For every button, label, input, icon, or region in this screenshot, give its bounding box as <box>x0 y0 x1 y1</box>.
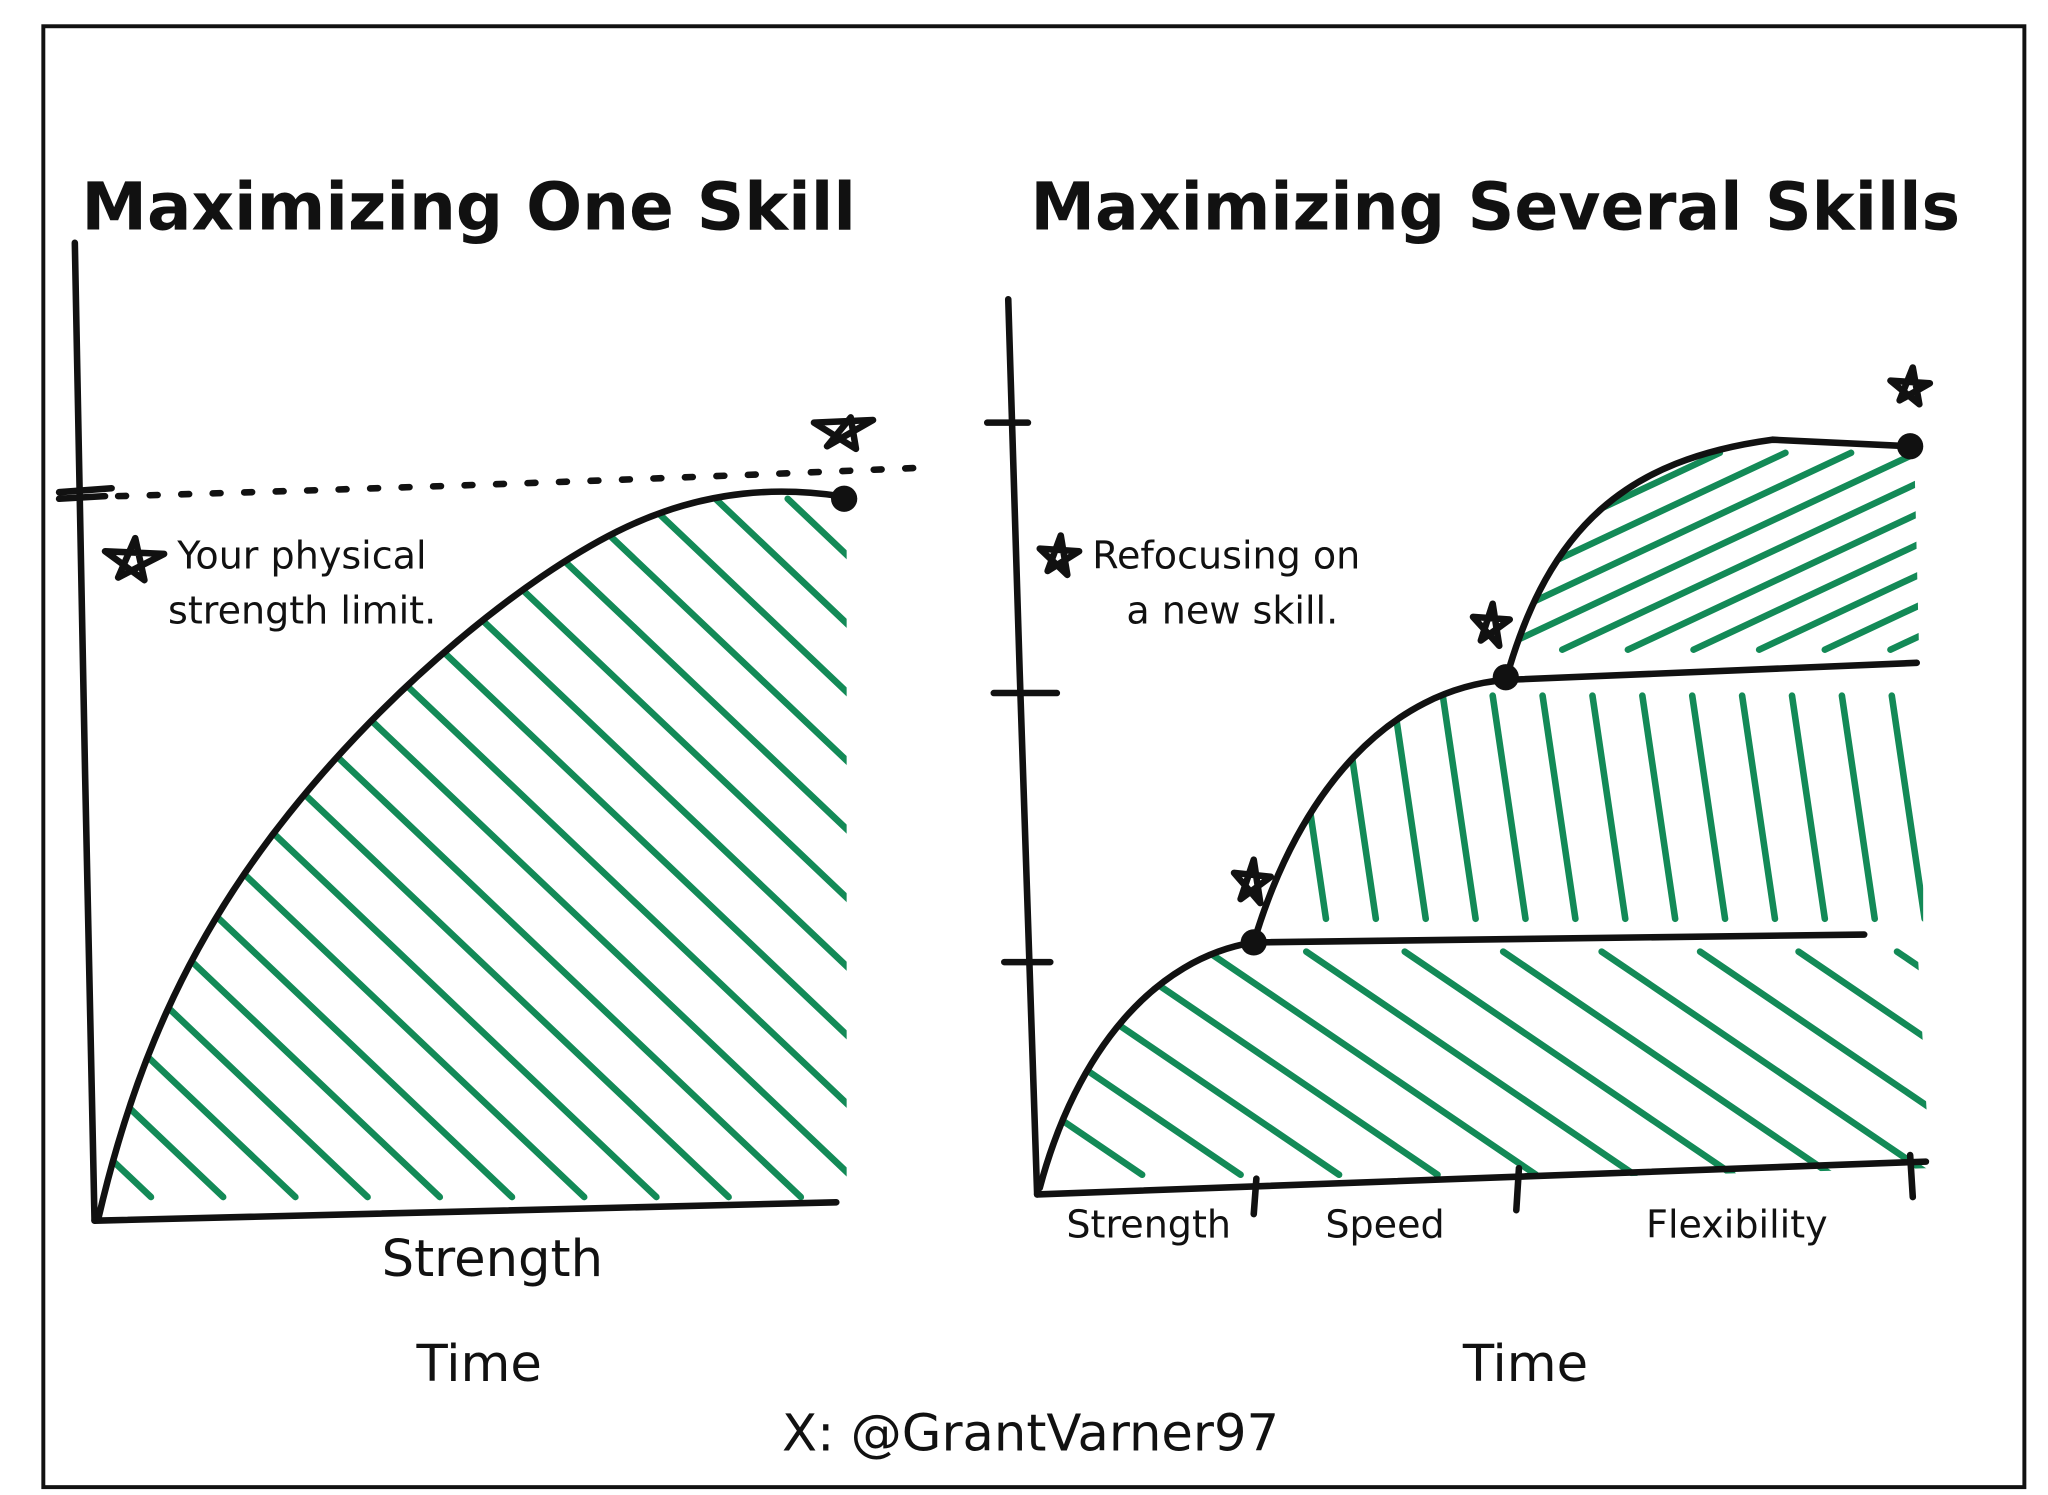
hatch-line <box>1688 692 1729 923</box>
hatch-line <box>98 495 444 1201</box>
point <box>1492 664 1519 691</box>
segment-label: Speed <box>1325 1203 1444 1247</box>
curve-speed <box>1250 659 1920 946</box>
curve-strength <box>1036 931 1868 1192</box>
hatch-line <box>1039 948 1146 1179</box>
hatch-line <box>1106 948 1441 1179</box>
right-title: Maximizing Several Skills <box>1031 170 1960 246</box>
hatch-line <box>1838 692 1878 923</box>
hatch-line <box>1505 449 1855 653</box>
star <box>101 534 168 584</box>
segment-label: Strength <box>1066 1203 1231 1247</box>
hatch-line <box>1302 948 1638 1179</box>
hatch-line <box>640 495 847 1201</box>
hatch-line <box>1624 449 1920 653</box>
hatch-line <box>1788 692 1829 923</box>
hatch-line <box>98 495 371 1201</box>
x-axis <box>91 1199 840 1224</box>
star <box>810 414 877 453</box>
hatch-line <box>1598 948 1930 1179</box>
hatch-line <box>1696 948 1930 1179</box>
hatch-line <box>712 495 847 1201</box>
hatch-line <box>1505 449 1789 653</box>
hatch-line <box>1401 948 1737 1179</box>
hatch-line <box>1795 948 1930 1179</box>
hatch-line <box>1639 692 1679 923</box>
hatch-line <box>351 495 847 1201</box>
hatch-line <box>1339 692 1380 923</box>
x-label: Strength <box>382 1229 603 1289</box>
hatch-line <box>1289 692 1330 923</box>
hatch-line <box>423 495 847 1201</box>
hatch-line <box>1499 948 1835 1179</box>
growth-curve <box>95 488 844 1222</box>
axis-caption: Time <box>416 1334 542 1394</box>
star <box>1887 364 1934 408</box>
hatch-line <box>1039 948 1244 1179</box>
hatch-line <box>98 495 660 1201</box>
hatch-line <box>1439 692 1479 923</box>
end-point <box>831 485 858 512</box>
annotation: a new skill. <box>1126 588 1338 632</box>
limit-tick <box>55 484 115 503</box>
x-axis <box>1033 1158 1930 1198</box>
hatch-line <box>1539 692 1579 923</box>
hatch-line <box>1389 692 1430 923</box>
hatch-line <box>1738 692 1779 923</box>
hatch-line <box>1039 948 1343 1179</box>
y-ticks <box>983 419 1061 966</box>
hatch-line <box>1888 692 1924 923</box>
hatch-line <box>1489 692 1529 923</box>
hatch-line <box>1558 449 1920 653</box>
hatch-line <box>567 495 847 1201</box>
hatch-line <box>1204 948 1540 1179</box>
x-ticks <box>1250 1151 1917 1218</box>
hatch-line <box>1755 449 1920 653</box>
hatch-line <box>98 495 155 1201</box>
y-axis <box>1004 295 1041 1198</box>
hatch-line <box>1821 449 1920 653</box>
star <box>1230 856 1275 907</box>
limit-line <box>114 463 936 500</box>
hatch-line <box>1690 449 1920 653</box>
hatch-line <box>1505 449 1920 653</box>
segment-label: Flexibility <box>1646 1203 1828 1247</box>
left-title: Maximizing One Skill <box>81 170 856 246</box>
star <box>1469 600 1514 650</box>
hatch-line <box>0 499 79 1197</box>
y-axis <box>71 239 98 1224</box>
frame <box>41 24 2027 1490</box>
point <box>1240 929 1267 956</box>
annotation: Your physical <box>176 533 426 577</box>
hatch-line <box>1589 692 1629 923</box>
point <box>1897 433 1924 460</box>
curve-flexibility <box>1502 436 1914 684</box>
annotation: strength limit. <box>168 588 436 632</box>
credit: X: @GrantVarner97 <box>782 1403 1279 1463</box>
hatch-line <box>495 495 847 1201</box>
annotation: Refocusing on <box>1092 533 1360 577</box>
hatch-line <box>98 495 299 1201</box>
axis-caption: Time <box>1462 1334 1588 1394</box>
star <box>1036 532 1083 579</box>
